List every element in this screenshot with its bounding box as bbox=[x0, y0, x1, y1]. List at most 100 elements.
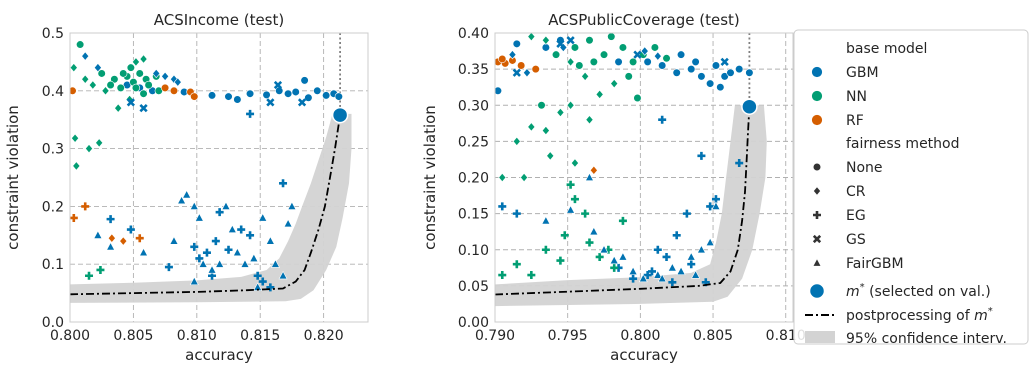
point-gbm-fairgbm bbox=[232, 247, 242, 257]
point-nn-none bbox=[131, 83, 141, 93]
point-nn-cr bbox=[131, 57, 140, 67]
point-gbm-eg bbox=[237, 225, 246, 234]
y-tick-label: 0.25 bbox=[458, 134, 489, 150]
point-gbm-cr bbox=[640, 46, 649, 56]
y-tick-label: 0.3 bbox=[42, 142, 64, 158]
point-gbm-none bbox=[745, 68, 754, 77]
point-gbm-eg bbox=[195, 254, 204, 263]
point-gbm-fairgbm bbox=[691, 270, 701, 279]
point-gbm-cr bbox=[653, 51, 662, 61]
point-nn-none bbox=[126, 63, 135, 72]
point-gbm-eg bbox=[190, 242, 199, 251]
chart-title: ACSPublicCoverage (test) bbox=[548, 11, 740, 29]
point-nn-none bbox=[110, 75, 119, 84]
point-gbm-fairgbm bbox=[705, 237, 715, 247]
point-gbm-cr bbox=[93, 63, 102, 73]
panel-acsincome: 0.800 0.805 0.810 0.815 0.820 0.0 0.1 0.2 0.3 0.4… bbox=[4, 11, 369, 364]
point-nn-cr bbox=[556, 107, 565, 118]
point-gbm-fairgbm bbox=[194, 213, 204, 222]
mstar-marker bbox=[741, 98, 758, 115]
legend-marker-rf bbox=[811, 114, 823, 126]
x-tick-label: 0.800 bbox=[50, 328, 90, 344]
point-nn-none bbox=[76, 40, 85, 49]
point-gbm-fairgbm bbox=[240, 259, 250, 268]
x-axis-label: accuracy bbox=[610, 346, 678, 364]
y-tick-label: 0.10 bbox=[458, 243, 489, 259]
point-gbm-fairgbm bbox=[599, 244, 609, 254]
point-gbm-fairgbm bbox=[653, 270, 663, 279]
y-axis-label: constraint violation bbox=[4, 105, 22, 250]
x-tick-label: 0.810 bbox=[177, 328, 217, 344]
plot-frame bbox=[494, 32, 794, 323]
point-gbm-none bbox=[334, 92, 343, 101]
point-nn-eg bbox=[85, 271, 94, 280]
point-nn-none bbox=[633, 93, 642, 103]
point-nn-cr bbox=[85, 143, 94, 154]
point-gbm-eg bbox=[279, 179, 288, 188]
y-axis-label: constraint violation bbox=[421, 105, 439, 250]
point-nn-none bbox=[585, 36, 594, 45]
point-nn-cr bbox=[610, 78, 619, 89]
point-gbm-gs bbox=[566, 36, 575, 45]
point-gbm-eg bbox=[126, 225, 135, 234]
point-gbm-cr bbox=[152, 68, 161, 79]
point-gbm-cr bbox=[81, 51, 90, 61]
point-nn-cr bbox=[566, 57, 575, 67]
point-gbm-none bbox=[672, 68, 681, 77]
point-nn-cr bbox=[520, 172, 529, 183]
legend-label-rf: RF bbox=[846, 113, 864, 129]
point-gbm-fairgbm bbox=[189, 201, 199, 210]
point-gbm-eg bbox=[246, 231, 255, 240]
point-gbm-gs bbox=[297, 98, 307, 107]
point-nn-eg bbox=[618, 216, 627, 225]
point-gbm-eg bbox=[662, 252, 671, 261]
point-rf-eg bbox=[81, 202, 90, 211]
point-gbm-fairgbm bbox=[278, 270, 288, 280]
point-gbm-fairgbm bbox=[270, 259, 280, 268]
point-gbm-fairgbm bbox=[287, 201, 297, 210]
confidence-band bbox=[70, 113, 352, 303]
point-gbm-cr bbox=[522, 68, 531, 78]
point-gbm-fairgbm bbox=[589, 226, 599, 236]
legend: base model GBM NN RF fairness method None C… bbox=[793, 29, 1029, 347]
legend-header-fairness: fairness method bbox=[846, 136, 960, 152]
x-tick-label: 0.805 bbox=[693, 328, 733, 344]
point-nn-cr bbox=[71, 133, 80, 143]
point-nn-none bbox=[618, 43, 628, 52]
point-nn-eg bbox=[610, 263, 619, 272]
x-tick-label: 0.820 bbox=[304, 328, 344, 344]
point-nn-eg bbox=[512, 260, 521, 269]
point-nn-cr bbox=[101, 86, 110, 96]
x-axis-label: accuracy bbox=[185, 346, 253, 364]
point-nn-none bbox=[97, 69, 106, 78]
point-gbm-fairgbm bbox=[657, 273, 667, 283]
point-rf-eg bbox=[70, 213, 78, 222]
point-nn-none bbox=[106, 80, 115, 90]
y-tick-label: 0.00 bbox=[458, 315, 489, 331]
point-gbm-fairgbm bbox=[628, 266, 638, 275]
point-gbm-fairgbm bbox=[215, 259, 225, 268]
point-nn-cr bbox=[95, 138, 104, 148]
legend-mstar-label: m* (selected on val.) bbox=[846, 282, 991, 300]
point-nn-cr bbox=[72, 161, 81, 171]
point-gbm-fairgbm bbox=[198, 259, 208, 268]
y-tick-label: 0.5 bbox=[42, 26, 64, 42]
legend-label-cr: CR bbox=[846, 184, 866, 200]
point-gbm-cr bbox=[161, 71, 170, 82]
point-rf-none bbox=[190, 92, 199, 101]
point-nn-cr bbox=[541, 125, 550, 136]
point-gbm-none bbox=[262, 90, 271, 99]
point-gbm-eg bbox=[258, 277, 267, 286]
point-nn-none bbox=[570, 43, 580, 52]
point-nn-cr bbox=[512, 136, 521, 147]
point-nn-cr bbox=[498, 172, 507, 183]
legend-marker-nn bbox=[811, 90, 823, 102]
point-rf-none bbox=[498, 54, 507, 64]
point-nn-none bbox=[139, 89, 148, 98]
point-gbm-eg bbox=[246, 109, 255, 118]
point-gbm-gs bbox=[556, 39, 565, 48]
point-rf-none bbox=[531, 65, 540, 74]
x-tick-label: 0.800 bbox=[620, 328, 660, 344]
point-gbm-none bbox=[676, 50, 686, 59]
plot-frame bbox=[69, 32, 369, 323]
